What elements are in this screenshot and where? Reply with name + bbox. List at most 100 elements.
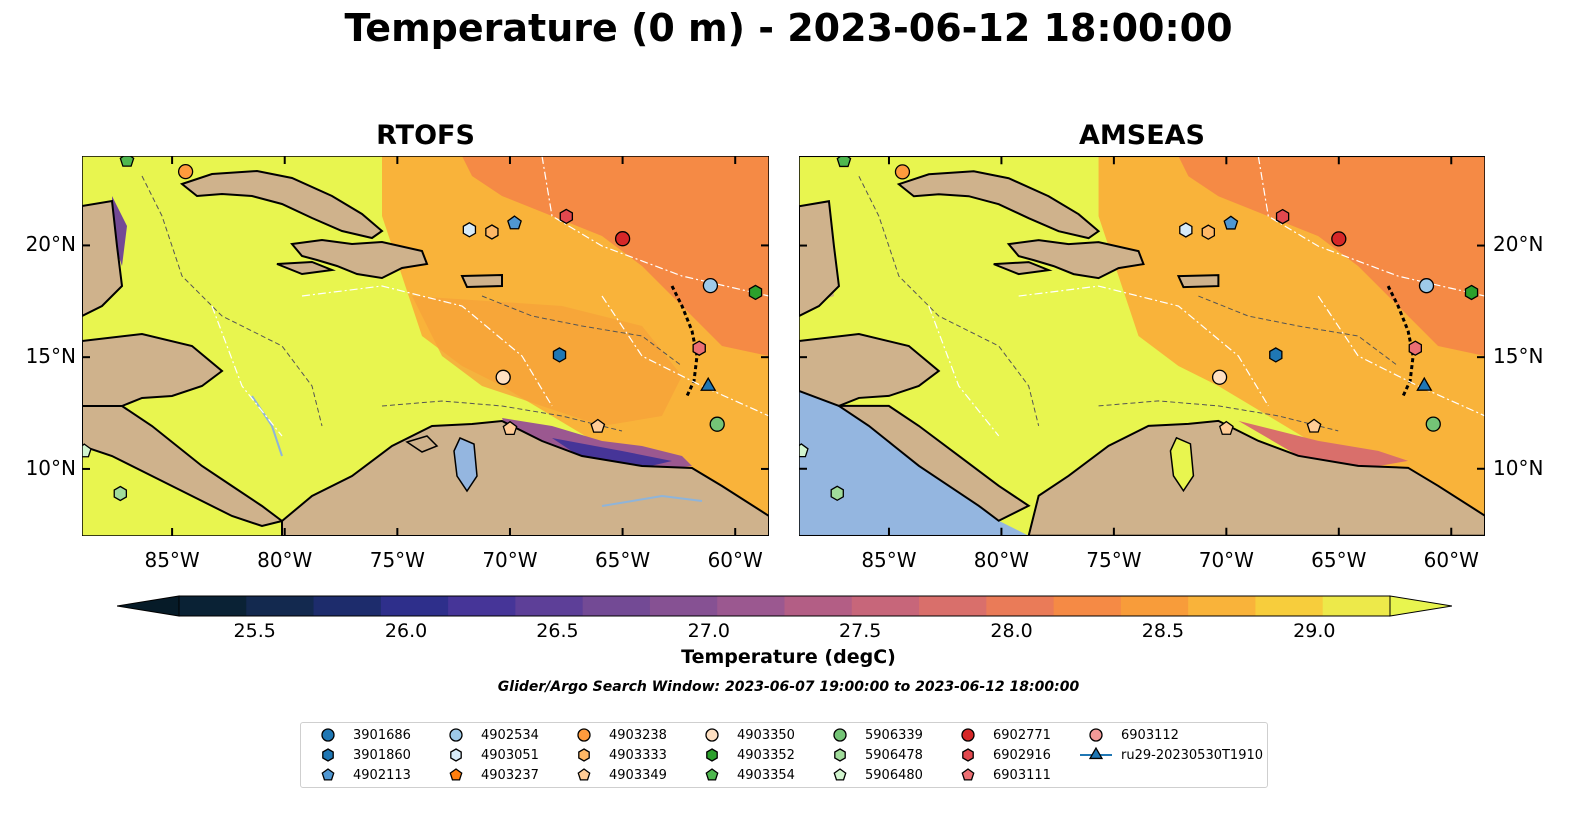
x-tick-label: 60°W bbox=[707, 548, 763, 572]
pacific-no-data bbox=[799, 390, 1029, 536]
legend-item: 5906478 bbox=[823, 746, 923, 764]
float-marker-6902916 bbox=[559, 208, 574, 225]
eez-boundary bbox=[541, 156, 769, 297]
colorbar-tick-label: 26.0 bbox=[384, 620, 428, 642]
land-hispaniola bbox=[1006, 239, 1145, 280]
legend-item: 4903352 bbox=[695, 746, 795, 764]
bathymetry-contour bbox=[858, 176, 1040, 427]
legend-item: 4902113 bbox=[311, 766, 411, 784]
legend-label: 4903350 bbox=[737, 727, 795, 743]
eez-boundary bbox=[301, 285, 553, 407]
bathymetry-contour bbox=[1198, 295, 1399, 367]
legend-label: 6902916 bbox=[993, 747, 1051, 763]
map-panel-rtofs bbox=[82, 156, 769, 536]
legend-label: 4903352 bbox=[737, 747, 795, 763]
eez-boundary bbox=[1257, 156, 1485, 297]
float-marker-3901686 bbox=[552, 347, 567, 363]
legend-item: 4903350 bbox=[695, 726, 795, 744]
lake-maracaibo bbox=[453, 437, 478, 493]
float-marker-4903237 bbox=[1218, 420, 1234, 435]
y-tick-label-right: 20°N bbox=[1493, 232, 1544, 257]
colorbar-segment bbox=[515, 596, 584, 616]
float-marker-ru29-20230530T1910 bbox=[700, 376, 717, 391]
legend-item: 3901686 bbox=[311, 726, 411, 744]
colorbar-tick-label: 26.5 bbox=[536, 620, 579, 642]
legend-label: 6903112 bbox=[1121, 727, 1179, 743]
x-tick-label: 70°W bbox=[482, 548, 538, 572]
float-marker-6903111 bbox=[692, 340, 706, 356]
colorbar-segment bbox=[919, 596, 987, 616]
float-marker-4903352 bbox=[1464, 284, 1479, 301]
legend-item: 4903051 bbox=[439, 746, 539, 764]
float-marker-4903349 bbox=[1306, 418, 1322, 433]
float-marker-3901860 bbox=[1223, 215, 1239, 230]
float-marker-5906339 bbox=[709, 416, 725, 432]
legend-marker-pentagon-icon bbox=[449, 768, 463, 781]
legend-marker-hexagon-icon bbox=[834, 748, 846, 762]
legend-item: 6903111 bbox=[951, 766, 1051, 784]
sea-cool-yucatan bbox=[112, 196, 127, 266]
land-south-america bbox=[281, 419, 769, 536]
float-marker-4903051 bbox=[1179, 222, 1193, 238]
float-marker-4903354 bbox=[836, 156, 852, 168]
legend-marker-pentagon-icon bbox=[321, 768, 335, 781]
legend-label: 3901686 bbox=[353, 727, 411, 743]
legend-marker-circle-icon bbox=[833, 728, 847, 742]
land-guajira bbox=[405, 435, 439, 453]
colorbar-segment bbox=[717, 596, 786, 616]
float-marker-4902534 bbox=[1418, 278, 1435, 294]
legend-label: 4903333 bbox=[609, 747, 667, 763]
y-tick-label-left: 10°N bbox=[25, 455, 76, 480]
colorbar-segment bbox=[1120, 596, 1189, 616]
legend-label: 4902534 bbox=[481, 727, 539, 743]
colorbar-segment bbox=[1188, 596, 1257, 616]
y-tick-label-right: 10°N bbox=[1493, 455, 1544, 480]
legend-marker-hexagon-icon bbox=[962, 748, 974, 762]
float-marker-5906480 bbox=[799, 443, 809, 458]
legend-marker-hexagon-icon bbox=[450, 748, 462, 762]
legend-label: 5906480 bbox=[865, 767, 923, 783]
x-tick-label: 75°W bbox=[1086, 548, 1142, 572]
legend-marker-circle-icon bbox=[577, 728, 591, 742]
colorbar-segment bbox=[448, 596, 516, 616]
land-hispaniola bbox=[290, 238, 429, 280]
sea-upwelling-core bbox=[552, 438, 672, 468]
legend-marker-circle-icon bbox=[705, 728, 719, 742]
float-markers bbox=[82, 156, 763, 502]
float-marker-4903350 bbox=[1211, 369, 1228, 385]
colorbar-tick-label: 28.5 bbox=[1141, 620, 1185, 642]
lake-maracaibo bbox=[1169, 436, 1195, 493]
bathymetry-contour bbox=[141, 175, 323, 427]
x-tick-label: 80°W bbox=[973, 548, 1030, 572]
legend-marker-pentagon-icon bbox=[961, 768, 975, 781]
legend-label: 5906478 bbox=[865, 747, 923, 763]
sea-hot-region bbox=[1178, 156, 1485, 356]
x-tick-label: 85°W bbox=[861, 548, 917, 572]
legend-label: 4903354 bbox=[737, 767, 795, 783]
legend-label: 4903237 bbox=[481, 767, 539, 783]
legend-marker-triangle-icon bbox=[1080, 746, 1112, 760]
colorbar-segment bbox=[582, 596, 651, 616]
legend-item: 4902534 bbox=[439, 726, 539, 744]
colorbar-segment bbox=[246, 596, 315, 616]
float-marker-3901860 bbox=[507, 215, 522, 230]
float-marker-6902771 bbox=[1331, 231, 1347, 247]
legend-marker-hexagon-icon bbox=[322, 748, 334, 762]
float-marker-4903237 bbox=[502, 420, 518, 436]
colorbar-tick-label: 27.5 bbox=[839, 620, 882, 642]
legend-item: 3901860 bbox=[311, 746, 411, 764]
float-marker-4903352 bbox=[748, 284, 763, 301]
legend-item: 6903112 bbox=[1079, 726, 1179, 744]
land-honduras bbox=[799, 333, 941, 407]
x-tick-label: 65°W bbox=[1311, 548, 1367, 572]
legend-marker-circle-icon bbox=[321, 728, 335, 742]
legend-item: 4903237 bbox=[439, 766, 539, 784]
colorbar-tick-label: 25.5 bbox=[233, 620, 276, 642]
legend-marker-hexagon-icon bbox=[706, 748, 718, 762]
colorbar-segment bbox=[986, 596, 1055, 616]
figure-title: Temperature (0 m) - 2023-06-12 18:00:00 bbox=[344, 6, 1233, 50]
legend-marker-circle-icon bbox=[961, 728, 975, 742]
land-yucatan bbox=[799, 200, 840, 318]
map-panel-amseas bbox=[799, 156, 1485, 536]
colorbar-segment bbox=[1053, 596, 1122, 616]
